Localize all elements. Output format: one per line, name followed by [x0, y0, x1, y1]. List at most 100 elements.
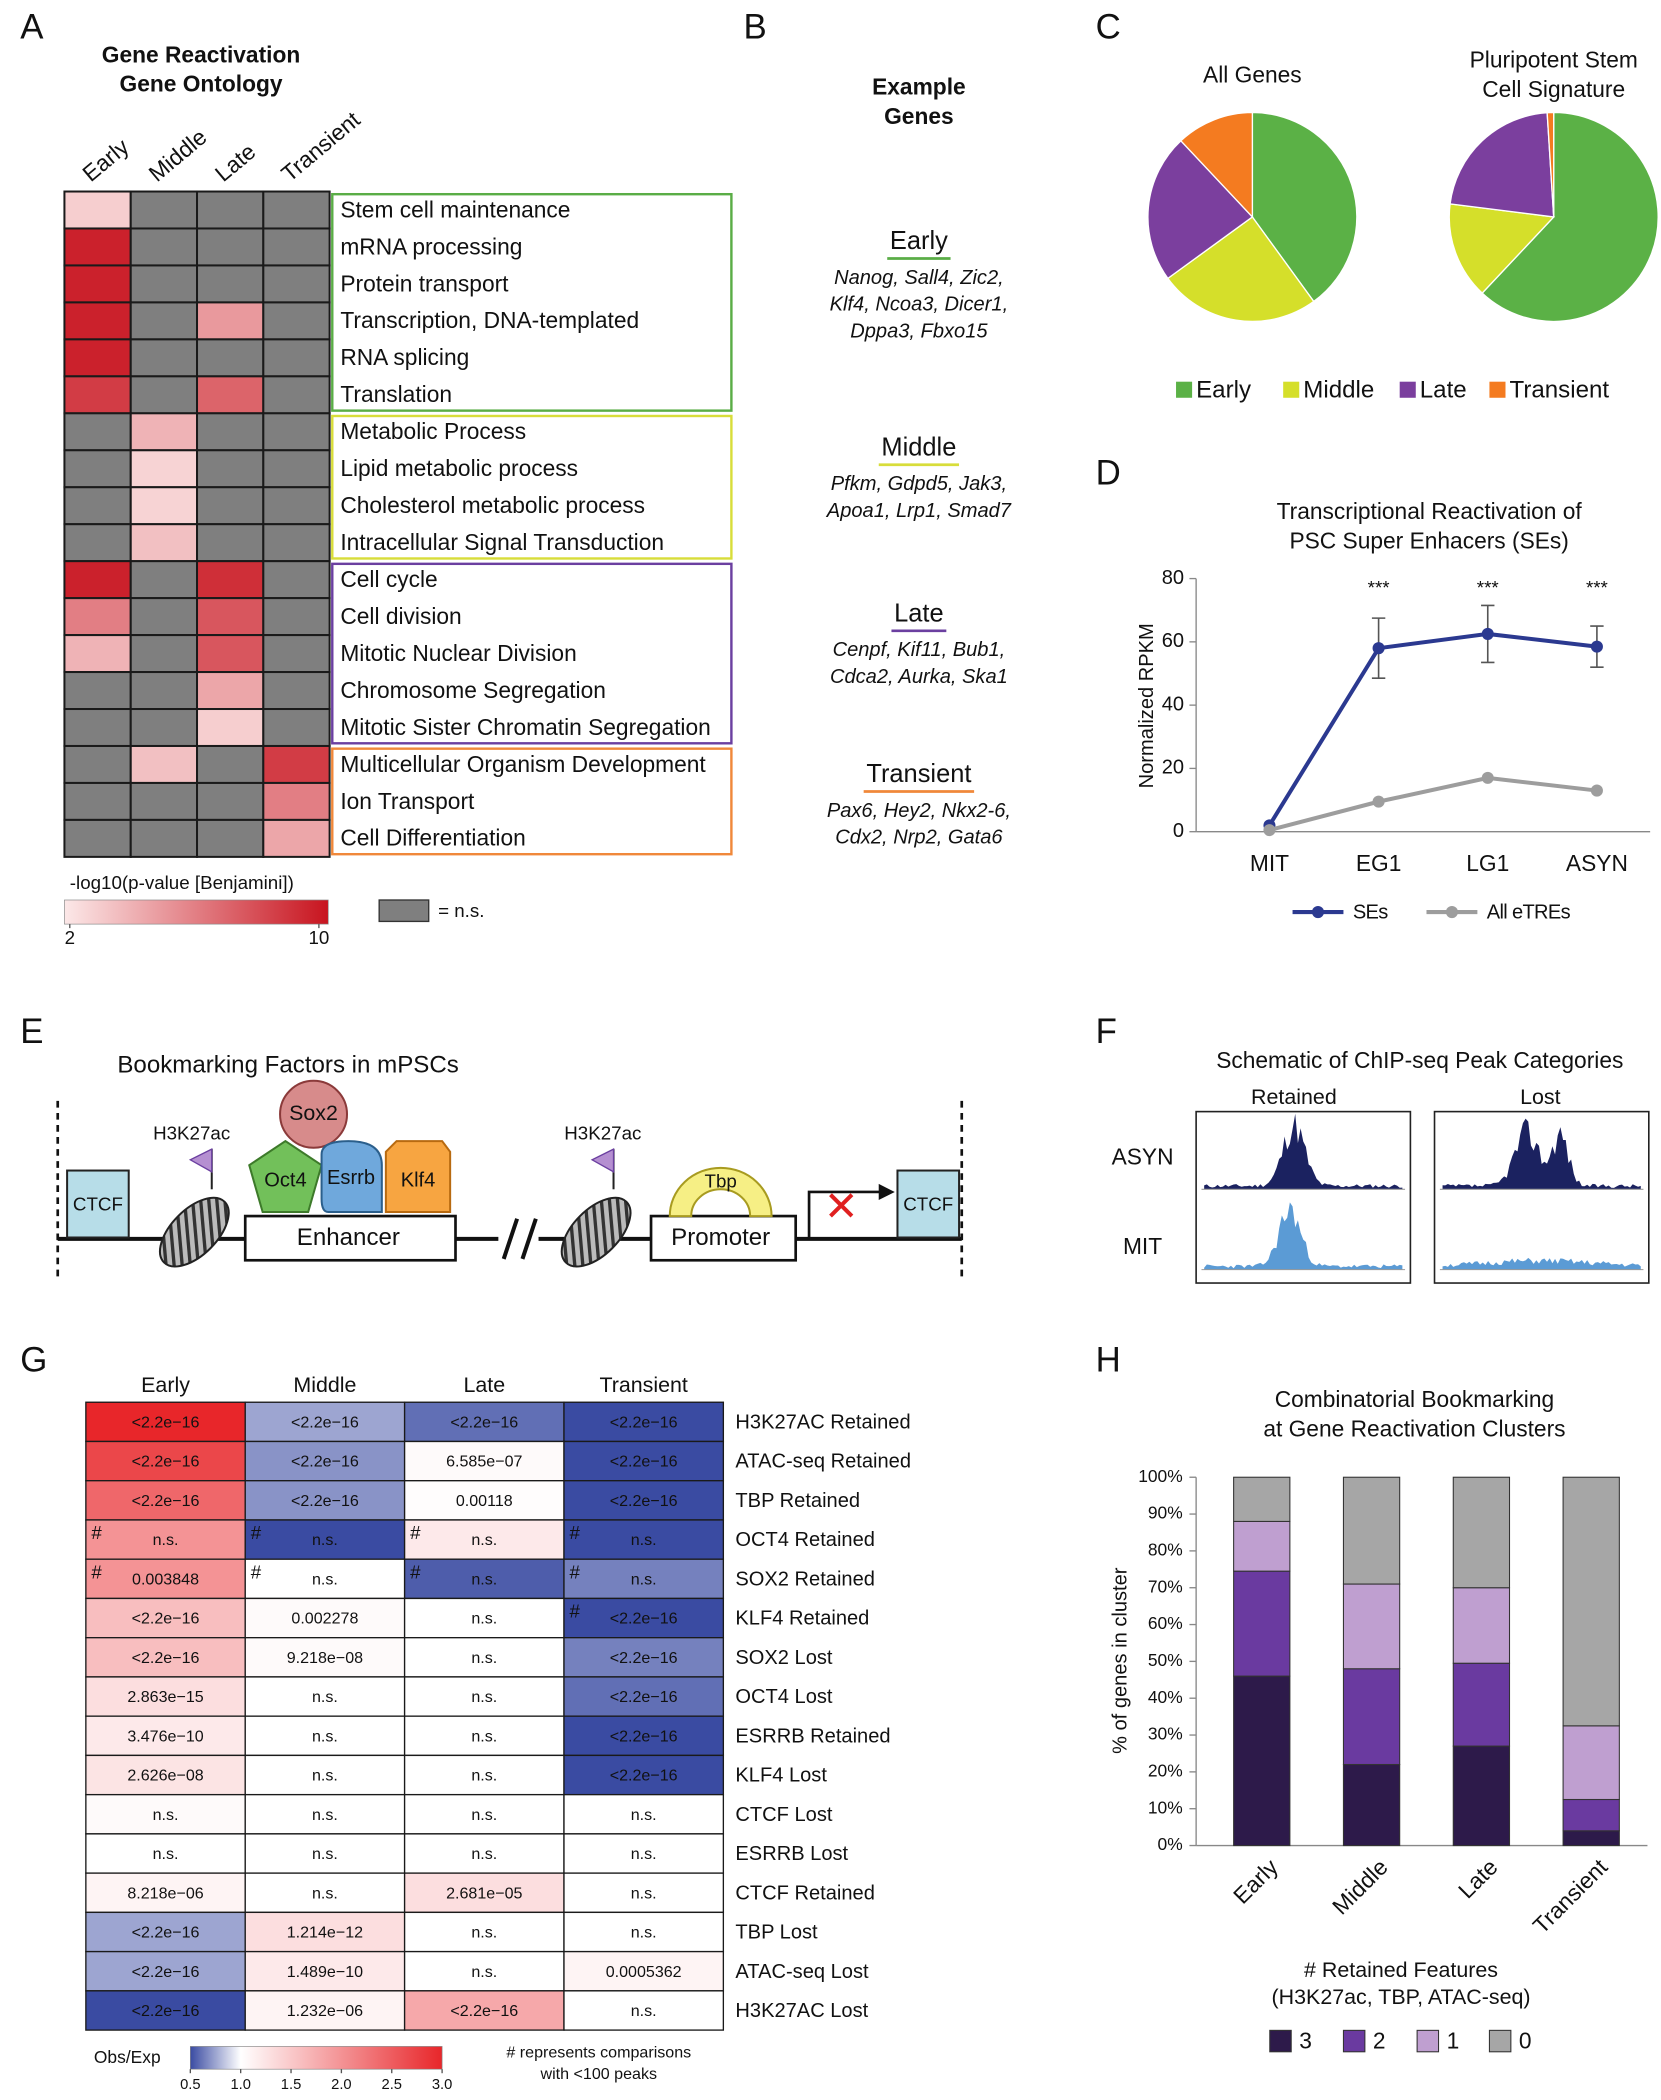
- row-label: TBP Lost: [735, 1922, 818, 1944]
- heatmap-cell: [63, 708, 132, 747]
- colorbar-tick-label: 3.0: [432, 2077, 452, 2093]
- colorbar-tick-label: 0.5: [180, 2077, 200, 2093]
- row-label: Stem cell maintenance: [340, 196, 570, 222]
- cell-label: n.s.: [471, 1570, 497, 1588]
- heatmap-cell: [403, 1597, 565, 1639]
- cell-label: n.s.: [471, 1767, 497, 1785]
- pie-slice: [1448, 203, 1556, 295]
- heatmap-cell: [403, 1715, 565, 1757]
- nucleosome: [560, 1196, 632, 1268]
- heatmap-cell: [196, 708, 265, 747]
- bar-segment: [1562, 1830, 1620, 1847]
- heatmap-cell: [129, 486, 199, 526]
- cell-label: 0.00118: [456, 1492, 513, 1510]
- cell-label: <2.2e−16: [132, 1963, 200, 1981]
- heatmap-cell: [85, 1558, 246, 1600]
- row-label: OCT4 Lost: [735, 1686, 832, 1708]
- cell-label: n.s.: [312, 1845, 338, 1863]
- y-tick-label: 20%: [1148, 1760, 1183, 1780]
- cell-label: <2.2e−16: [132, 1649, 200, 1667]
- bar-segment: [1562, 1476, 1620, 1727]
- sox2: [279, 1079, 349, 1149]
- cell-label: <2.2e−16: [610, 1767, 678, 1785]
- column-label: Late: [463, 1373, 505, 1397]
- h3k27ac-flag: [590, 1148, 615, 1174]
- pie-slice: [1481, 111, 1659, 323]
- series-line: [1268, 775, 1598, 833]
- column-label: Transient: [276, 106, 365, 187]
- y-tick-label: 0: [1173, 820, 1184, 842]
- cell-label: <2.2e−16: [610, 1610, 678, 1628]
- legend-title: (H3K27ac, TBP, ATAC-seq): [1272, 1985, 1531, 2009]
- row-label: Protein transport: [340, 270, 509, 296]
- y-tick-label: 10%: [1148, 1797, 1183, 1817]
- heatmap-cell: [262, 744, 331, 784]
- column-label: Middle: [293, 1373, 356, 1397]
- column-label: Early: [141, 1373, 190, 1397]
- break-mark: [501, 1218, 538, 1260]
- cell-marker: #: [91, 1561, 102, 1582]
- heatmap-cell: [563, 1637, 725, 1678]
- heatmap-cell: [63, 412, 132, 452]
- colorbar-tick-label: 2: [65, 927, 75, 948]
- heatmap-cell: [403, 1911, 565, 1953]
- heatmap-cell: [244, 1676, 406, 1717]
- gene-list: Cenpf, Kif11, Bub1,: [833, 639, 1006, 661]
- colorbar: [64, 899, 329, 925]
- colorbar: [189, 2046, 443, 2070]
- signal-track: [1442, 1257, 1641, 1270]
- legend-label: SEs: [1353, 902, 1388, 924]
- heatmap-cell: [196, 781, 265, 821]
- heatmap-cell: [403, 1637, 565, 1678]
- legend-swatch: [1342, 2029, 1366, 2053]
- cell-label: n.s.: [312, 1727, 338, 1745]
- heatmap-cell: [129, 227, 199, 267]
- legend-swatch: [1489, 381, 1506, 398]
- chart-title: Transcriptional Reactivation of: [1277, 498, 1583, 524]
- heatmap-cell: [129, 375, 199, 415]
- cell-label: <2.2e−16: [610, 1649, 678, 1667]
- x-tick-label: Middle: [1327, 1854, 1393, 1920]
- group-name: Early: [890, 227, 948, 255]
- heatmap-cell: [262, 523, 331, 563]
- panel-letter: E: [20, 1012, 43, 1051]
- diagram-label: Tbp: [705, 1171, 737, 1192]
- heatmap-cell: [196, 264, 265, 304]
- cell-label: 2.626e−08: [127, 1767, 203, 1785]
- heatmap-cell: [196, 338, 265, 378]
- cell-label: 8.218e−06: [127, 1884, 203, 1902]
- legend-label: Late: [1420, 376, 1467, 403]
- signal-track: [1442, 1118, 1641, 1190]
- heatmap-cell: [262, 375, 331, 415]
- cell-label: n.s.: [471, 1688, 497, 1706]
- cell-label: <2.2e−16: [610, 1413, 678, 1431]
- legend-label: Early: [1196, 376, 1251, 403]
- heatmap-cell: [244, 1715, 406, 1757]
- cell-label: <2.2e−16: [610, 1453, 678, 1471]
- chart-title: at Gene Reactivation Clusters: [1263, 1415, 1565, 1441]
- heatmap-cell: [196, 375, 265, 415]
- signal-track: [1204, 1113, 1403, 1190]
- cell-marker: #: [569, 1522, 580, 1543]
- cell-marker: #: [569, 1561, 580, 1582]
- cell-marker: #: [410, 1561, 421, 1582]
- row-label: ESRRB Retained: [735, 1725, 890, 1747]
- cell-label: 1.214e−12: [287, 1924, 363, 1942]
- pie-slice: [1147, 139, 1254, 280]
- heatmap-cell: [63, 449, 132, 489]
- legend-swatch: [1488, 2029, 1512, 2053]
- tbp: [668, 1166, 773, 1218]
- x-tick-label: EG1: [1356, 850, 1402, 876]
- heatmap-cell: [563, 1911, 725, 1953]
- row-label: Mitotic Sister Chromatin Segregation: [340, 714, 710, 740]
- heatmap-cell: [63, 486, 132, 526]
- heatmap-cell: [196, 818, 265, 858]
- heatmap-cell: [129, 560, 199, 600]
- cell-label: n.s.: [471, 1727, 497, 1745]
- row-label: SOX2 Lost: [735, 1647, 833, 1669]
- x-tick-label: Early: [1228, 1853, 1283, 1908]
- cell-label: 0.002278: [291, 1610, 358, 1628]
- signal-track: [1204, 1202, 1403, 1270]
- series-line: [1267, 631, 1598, 827]
- row-label: RNA splicing: [340, 344, 469, 370]
